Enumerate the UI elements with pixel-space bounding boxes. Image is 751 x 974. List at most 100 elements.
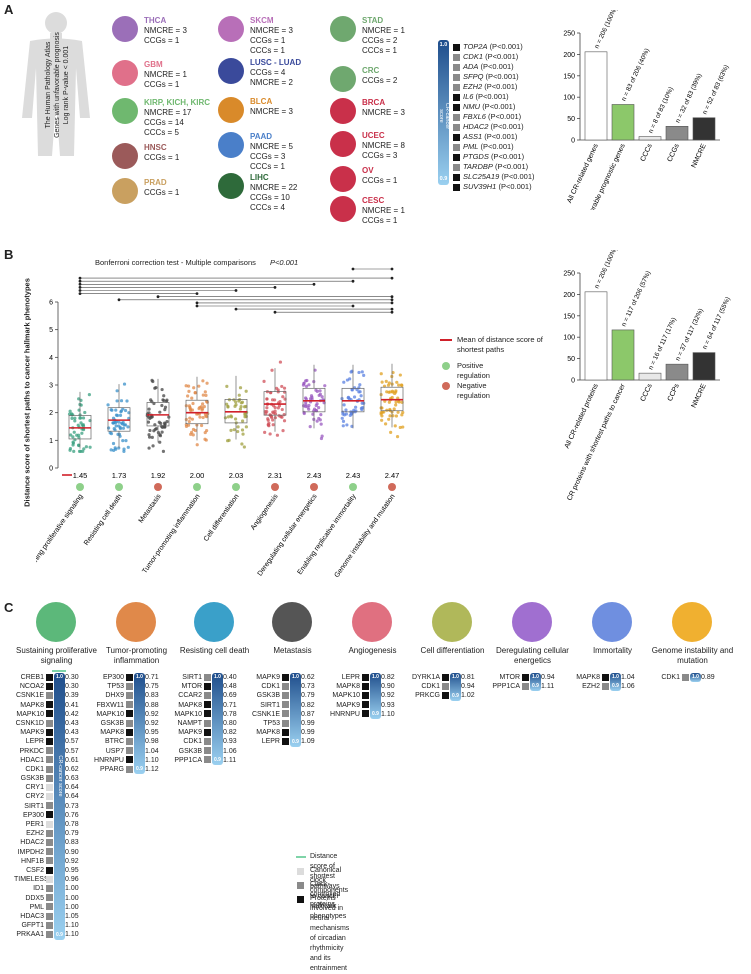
- y-tick-label: 4: [49, 355, 53, 362]
- scale-top: 1.0: [372, 674, 379, 680]
- data-point: [121, 426, 126, 430]
- cancer-entry: GBM NMCRE = 1 CCGs = 1: [144, 60, 187, 90]
- cancer-count: CCGs = 1: [362, 176, 398, 185]
- gene-row: PML (P<0.001): [453, 142, 535, 152]
- cancer-name: BRCA: [362, 98, 386, 107]
- data-point: [318, 389, 322, 393]
- gene-row: MAPK10 0.92: [330, 691, 395, 700]
- data-point: [352, 386, 357, 390]
- y-tick-label: 100: [563, 335, 575, 342]
- category-label: CCCs: [640, 142, 654, 162]
- cancer-count: CCCs = 4: [250, 203, 285, 212]
- data-point: [270, 415, 274, 419]
- gene-name: MAPK9: [178, 729, 202, 737]
- bracket-end: [351, 304, 355, 308]
- gene-row: EZH2 (P<0.001): [453, 82, 535, 92]
- data-point: [187, 389, 191, 393]
- gene-name: FBXL6: [463, 112, 486, 121]
- y-tick-label: 50: [567, 356, 575, 363]
- data-point: [191, 433, 195, 437]
- y-tick-label: 50: [567, 116, 575, 123]
- gene-score: 0.76: [65, 811, 79, 819]
- scale-top: 1.0: [214, 674, 221, 680]
- data-point: [203, 390, 207, 394]
- gene-type-swatch: [46, 756, 53, 764]
- data-point: [234, 417, 238, 421]
- cancer-name: HNSC: [144, 143, 167, 152]
- data-point: [81, 449, 85, 453]
- gene-type-swatch: [46, 783, 53, 791]
- scale-top: 1.0: [532, 674, 539, 680]
- gene-type-swatch: [453, 133, 460, 141]
- gene-pvalue: (P<0.001): [489, 42, 523, 51]
- data-point: [280, 407, 284, 412]
- data-point: [396, 410, 400, 414]
- data-point: [394, 400, 398, 404]
- data-point: [147, 435, 152, 439]
- gene-name: CSNK1E: [15, 692, 44, 700]
- gene-name: EZH2: [582, 683, 600, 691]
- data-point: [379, 372, 383, 376]
- data-point: [238, 386, 243, 390]
- gene-pvalue: (P<0.001): [498, 182, 532, 191]
- bracket-end: [390, 276, 394, 280]
- gene-type-swatch: [46, 839, 53, 847]
- gene-type-swatch: [126, 673, 133, 681]
- data-point: [147, 407, 151, 411]
- data-point: [342, 380, 346, 384]
- bar-label: n = 206 (100%): [593, 250, 618, 290]
- data-point: [160, 424, 164, 428]
- gene-name: EP300: [22, 811, 44, 819]
- legend-c-text-1: Distance score of shortest pathways to c…: [310, 853, 347, 920]
- data-point: [121, 439, 125, 443]
- gene-type-swatch: [453, 113, 460, 121]
- gene-type-swatch: [46, 820, 53, 828]
- data-point: [123, 423, 128, 427]
- gene-row: MAPK8 0.95: [94, 728, 159, 737]
- gene-name: DHX9: [105, 692, 124, 700]
- data-point: [69, 433, 73, 437]
- gene-score: 0.61: [65, 756, 79, 764]
- gene-row: HNF1B 0.92: [14, 857, 79, 866]
- gene-row: HDAC2 (P<0.001): [453, 122, 535, 132]
- gene-name: GSK3B: [100, 719, 124, 727]
- data-point: [350, 388, 354, 392]
- gene-score: 1.12: [145, 765, 159, 773]
- data-point: [122, 447, 126, 451]
- gene-type-swatch: [46, 894, 53, 902]
- atlas-line-1: The Human Pathology Atlas: [45, 41, 52, 129]
- mean-label: 2.43: [346, 471, 361, 480]
- gene-name: MAPK9: [336, 701, 360, 709]
- data-point: [271, 423, 275, 427]
- data-point: [239, 401, 243, 405]
- gene-row: TP53 0.75: [94, 682, 159, 691]
- gene-name: ASS1: [463, 132, 483, 141]
- gene-name: NMU: [463, 102, 481, 111]
- gene-score: 0.40: [223, 674, 237, 681]
- category-label: Metastasis: [138, 493, 163, 525]
- cancer-count: CCGs = 1: [144, 80, 180, 89]
- data-point: [122, 449, 126, 453]
- data-point: [109, 408, 113, 412]
- category-label: CR proteins with shortest paths to cance…: [566, 382, 627, 502]
- data-point: [236, 425, 240, 429]
- gene-row: TOP2A (P<0.001): [453, 42, 535, 52]
- data-point: [71, 443, 75, 447]
- data-point: [233, 404, 237, 408]
- y-tick-label: 1: [49, 438, 53, 445]
- data-point: [341, 419, 346, 423]
- gene-name: TIMELESS: [14, 876, 49, 884]
- data-point: [393, 424, 397, 428]
- cancer-count: NMCRE = 5: [250, 142, 293, 151]
- data-point: [380, 418, 384, 422]
- cancer-organ-icon: [330, 131, 356, 157]
- data-point: [122, 382, 127, 386]
- gene-score: 0.82: [301, 701, 315, 709]
- data-point: [360, 370, 364, 374]
- data-point: [106, 403, 110, 407]
- data-point: [317, 406, 321, 410]
- cancer-organ-icon: [112, 16, 138, 42]
- gene-type-swatch: [126, 737, 133, 745]
- cancer-count: CCCs = 5: [144, 128, 179, 137]
- data-point: [205, 381, 209, 385]
